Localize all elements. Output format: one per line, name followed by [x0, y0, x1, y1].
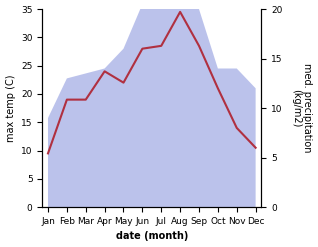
- Y-axis label: med. precipitation
(kg/m2): med. precipitation (kg/m2): [291, 63, 313, 153]
- Y-axis label: max temp (C): max temp (C): [5, 74, 16, 142]
- X-axis label: date (month): date (month): [116, 231, 188, 242]
